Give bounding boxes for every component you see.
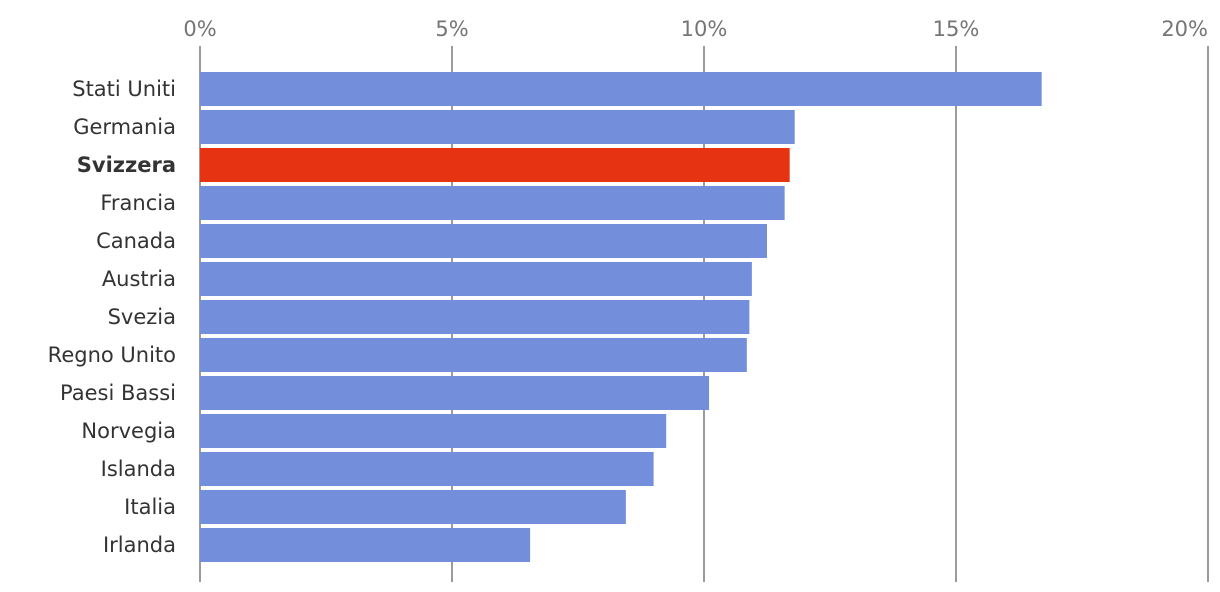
x-tick-label: 10% [681, 17, 728, 41]
bars [200, 72, 1042, 562]
category-label: Islanda [101, 457, 176, 481]
bar [200, 186, 785, 220]
bar [200, 72, 1042, 106]
bar [200, 262, 752, 296]
bar [200, 376, 710, 410]
x-tick-label: 5% [435, 17, 468, 41]
bar [200, 528, 531, 562]
category-label: Svizzera [77, 153, 176, 177]
category-label: Germania [73, 115, 176, 139]
x-tick-label: 20% [1161, 17, 1208, 41]
category-label: Regno Unito [48, 343, 176, 367]
category-label: Svezia [108, 305, 176, 329]
bar [200, 224, 767, 258]
bar [200, 490, 626, 524]
category-label: Italia [124, 495, 176, 519]
category-label: Norvegia [81, 419, 176, 443]
bar [200, 414, 667, 448]
category-labels: Stati Uniti Germania Svizzera Francia Canada… [48, 77, 176, 557]
x-axis-ticks: 0% 5% 10% 15% 20% [183, 17, 1208, 41]
bar [200, 338, 747, 372]
category-label: Canada [96, 229, 176, 253]
category-label: Irlanda [103, 533, 176, 557]
bar [200, 452, 654, 486]
bar [200, 110, 795, 144]
category-label: Paesi Bassi [60, 381, 176, 405]
category-label: Stati Uniti [72, 77, 176, 101]
bar-highlighted [200, 148, 790, 182]
category-label: Francia [100, 191, 176, 215]
bar [200, 300, 750, 334]
x-tick-label: 0% [183, 17, 216, 41]
category-label: Austria [102, 267, 176, 291]
x-tick-label: 15% [933, 17, 980, 41]
